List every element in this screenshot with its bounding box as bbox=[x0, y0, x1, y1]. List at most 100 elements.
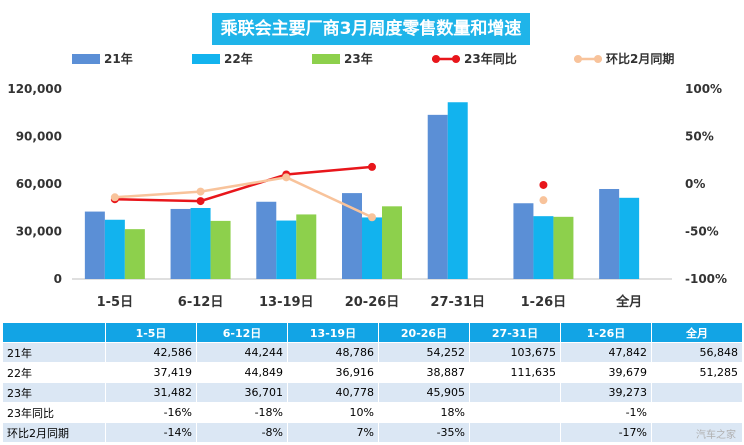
table-cell: 47,842 bbox=[560, 342, 652, 363]
table-cell: -16% bbox=[105, 402, 197, 423]
table-cell: 44,849 bbox=[196, 362, 288, 383]
table-row: 环比2月同期 -14% -8% 7% -35% -17% bbox=[2, 422, 743, 443]
bar bbox=[256, 201, 277, 279]
table-cell bbox=[651, 422, 743, 443]
legend-marker bbox=[574, 55, 582, 63]
bar bbox=[599, 188, 620, 279]
legend-label: 23年同比 bbox=[464, 51, 517, 66]
watermark: 汽车之家 bbox=[696, 430, 736, 441]
data-table: 1-5日 6-12日 13-19日 20-26日 27-31日 1-26日 全月… bbox=[2, 322, 743, 443]
table-cell: -35% bbox=[378, 422, 470, 443]
bar bbox=[447, 102, 468, 279]
bar bbox=[190, 207, 211, 279]
line-series bbox=[110, 162, 548, 222]
col-header: 1-26日 bbox=[560, 322, 652, 343]
series-point bbox=[368, 213, 376, 222]
table-cell: 31,482 bbox=[105, 382, 197, 403]
x-tick-label: 1-26日 bbox=[521, 295, 567, 310]
y-left-tick-label: 0 bbox=[54, 272, 62, 286]
x-tick-label: 13-19日 bbox=[259, 295, 314, 310]
row-label: 21年 bbox=[2, 342, 106, 363]
x-categories: 1-5日 6-12日 13-19日 20-26日 27-31日 1-26日 全月 bbox=[97, 294, 643, 310]
bar bbox=[104, 219, 125, 279]
table-cell: 38,887 bbox=[378, 362, 470, 383]
table-cell: -14% bbox=[105, 422, 197, 443]
bar bbox=[84, 211, 105, 279]
table-cell: 45,905 bbox=[378, 382, 470, 403]
bar bbox=[276, 220, 297, 279]
bar bbox=[619, 197, 640, 279]
legend-label: 环比2月同期 bbox=[606, 51, 674, 66]
table-corner bbox=[2, 322, 106, 343]
series-point bbox=[539, 180, 548, 189]
series-line bbox=[114, 165, 373, 203]
y-left-tick-label: 30,000 bbox=[16, 225, 62, 239]
table-cell: 103,675 bbox=[469, 342, 561, 363]
table-cell: 18% bbox=[378, 402, 470, 423]
x-tick-label: 20-26日 bbox=[345, 295, 400, 310]
table-cell: 36,701 bbox=[196, 382, 288, 403]
table-cell bbox=[651, 402, 743, 423]
col-header: 20-26日 bbox=[378, 322, 470, 343]
table-cell bbox=[469, 422, 561, 443]
series-point bbox=[539, 196, 548, 205]
y-left-tick-label: 90,000 bbox=[16, 130, 62, 144]
legend-label: 21年 bbox=[104, 51, 133, 66]
y-right-tick-label: 0% bbox=[685, 177, 705, 191]
table-cell: 54,252 bbox=[378, 342, 470, 363]
table-cell: 39,679 bbox=[560, 362, 652, 383]
table-cell: 40,778 bbox=[287, 382, 379, 403]
table-row: 23年同比 -16% -18% 10% 18% -1% bbox=[2, 402, 743, 423]
table-cell bbox=[469, 402, 561, 423]
bar bbox=[553, 216, 574, 279]
series-point bbox=[110, 193, 119, 202]
y-right-tick-label: -50% bbox=[685, 225, 719, 239]
legend-label: 22年 bbox=[224, 51, 253, 66]
bar bbox=[513, 203, 534, 279]
x-tick-label: 6-12日 bbox=[178, 295, 224, 310]
series-point bbox=[196, 197, 205, 206]
x-tick-label: 27-31日 bbox=[430, 295, 485, 310]
series-point bbox=[196, 187, 205, 196]
table-header-row: 1-5日 6-12日 13-19日 20-26日 27-31日 1-26日 全月 bbox=[2, 322, 743, 343]
bar bbox=[362, 217, 382, 279]
bar bbox=[533, 216, 554, 279]
legend-label: 23年 bbox=[344, 51, 373, 66]
col-header: 27-31日 bbox=[469, 322, 561, 343]
bar bbox=[124, 229, 145, 279]
series-point bbox=[282, 173, 291, 182]
table-cell: 7% bbox=[287, 422, 379, 443]
col-header: 13-19日 bbox=[287, 322, 379, 343]
series-line bbox=[114, 176, 373, 219]
y-right-tick-label: 100% bbox=[685, 82, 722, 96]
table-cell: -18% bbox=[196, 402, 288, 423]
col-header: 6-12日 bbox=[196, 322, 288, 343]
x-tick-label: 1-5日 bbox=[97, 295, 134, 310]
table-cell: 56,848 bbox=[651, 342, 743, 363]
table-cell bbox=[651, 382, 743, 403]
y-left-tick-label: 120,000 bbox=[7, 82, 62, 96]
bar-series bbox=[84, 102, 640, 279]
table-cell: -1% bbox=[560, 402, 652, 423]
y-right-ticks: -100% -50% 0% 50% 100% bbox=[685, 82, 727, 286]
row-label: 23年同比 bbox=[2, 402, 106, 423]
legend-marker bbox=[594, 55, 602, 63]
bar bbox=[342, 193, 362, 279]
series-point bbox=[368, 162, 376, 171]
table-cell: -8% bbox=[196, 422, 288, 443]
bar bbox=[427, 114, 448, 279]
legend-swatch bbox=[192, 54, 220, 64]
y-left-ticks: 0 30,000 60,000 90,000 120,000 bbox=[7, 82, 62, 286]
table-cell: 48,786 bbox=[287, 342, 379, 363]
table-row: 23年 31,482 36,701 40,778 45,905 39,273 bbox=[2, 382, 743, 403]
table-cell: 51,285 bbox=[651, 362, 743, 383]
table-row: 22年 37,419 44,849 36,916 38,887 111,635 … bbox=[2, 362, 743, 383]
row-label: 环比2月同期 bbox=[2, 422, 106, 443]
legend-marker bbox=[452, 55, 460, 63]
row-label: 23年 bbox=[2, 382, 106, 403]
y-left-tick-label: 60,000 bbox=[16, 177, 62, 191]
table-cell: 44,244 bbox=[196, 342, 288, 363]
table-cell: 39,273 bbox=[560, 382, 652, 403]
bar bbox=[296, 214, 317, 279]
